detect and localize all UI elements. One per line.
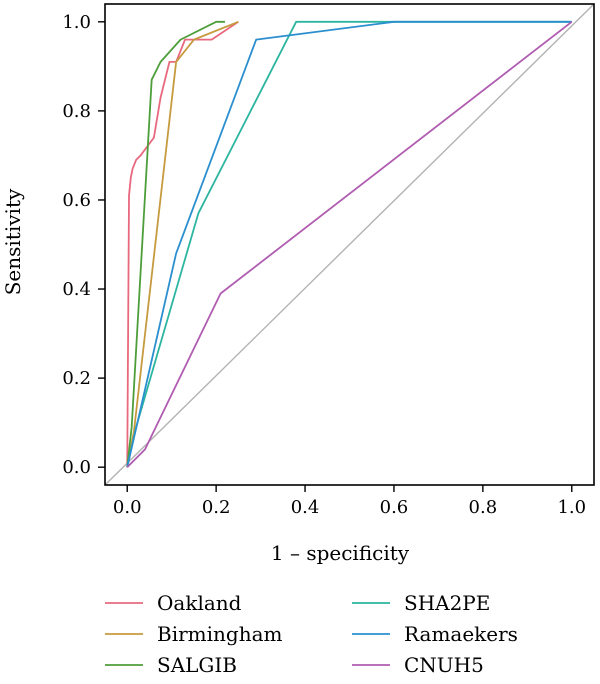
x-axis-label: 1 – specificity [271, 541, 410, 565]
plot-frame [104, 3, 595, 486]
y-tick-label: 0.2 [62, 368, 91, 389]
legend-item-ramaekers: Ramaekers [352, 622, 518, 646]
series-line-salgib [126, 20, 226, 468]
y-tick-label: 0.6 [62, 190, 91, 211]
series-line-ramaekers [126, 20, 572, 468]
series-line-cnuh5 [126, 21, 573, 468]
y-tick-label: 0.8 [62, 101, 91, 122]
axes: 0.0 0.2 0.4 0.6 0.8 1.0 0.0 0.2 0.4 0.6 0.8 1.0 [62, 3, 595, 518]
plot-area [105, 4, 594, 485]
legend-item-birmingham: Birmingham [105, 622, 283, 646]
reference-diagonal-line [105, 4, 594, 485]
x-tick-label: 0.4 [291, 497, 320, 518]
x-tick-label: 0.2 [202, 497, 231, 518]
legend-item-cnuh5: CNUH5 [352, 653, 484, 677]
x-tick-label: 0.8 [469, 497, 498, 518]
y-tick-label: 0.0 [62, 457, 91, 478]
legend-label: Oakland [157, 591, 242, 615]
legend-label: Ramaekers [404, 622, 518, 646]
legend-label: Birmingham [157, 622, 283, 646]
legend-label: SHA2PE [404, 591, 490, 615]
legend-item-salgib: SALGIB [105, 653, 237, 677]
legend-item-oakland: Oakland [105, 591, 242, 615]
series-line-oakland [126, 21, 239, 468]
x-tick-label: 1.0 [557, 497, 586, 518]
y-axis-label: Sensitivity [1, 188, 25, 295]
legend: Oakland Birmingham SALGIB SHA2PE Ramaekers CN… [105, 591, 518, 677]
x-tick-label: 0.6 [380, 497, 409, 518]
y-tick-label: 1.0 [62, 12, 91, 33]
legend-label: SALGIB [157, 653, 237, 677]
legend-label: CNUH5 [404, 653, 484, 677]
x-tick-label: 0.0 [113, 497, 142, 518]
y-tick-label: 0.4 [62, 279, 91, 300]
legend-item-sha2pe: SHA2PE [352, 591, 490, 615]
